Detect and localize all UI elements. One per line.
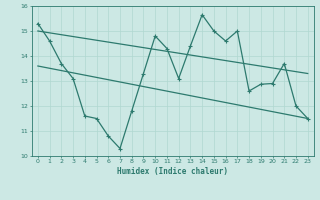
X-axis label: Humidex (Indice chaleur): Humidex (Indice chaleur) xyxy=(117,167,228,176)
